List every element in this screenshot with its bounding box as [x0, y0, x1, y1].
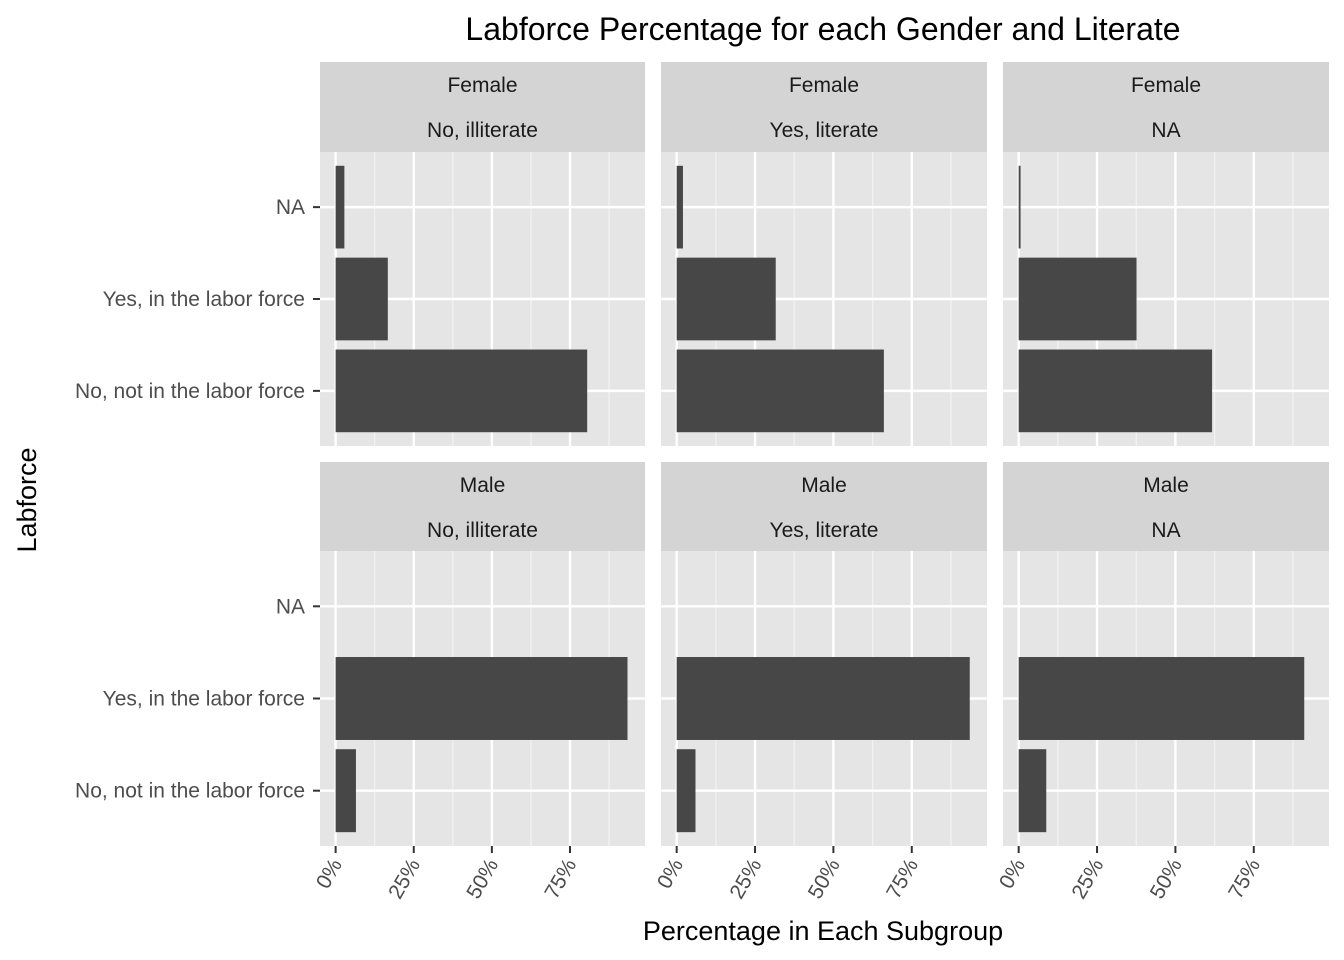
- x-axis: 0% 25% 50% 75% 0% 25% 50% 75% 0% 25% 50% 75%: [312, 846, 1265, 903]
- x-tick-label: 25%: [384, 855, 425, 903]
- bar: [676, 749, 696, 833]
- x-tick-label: 75%: [540, 855, 581, 903]
- y-tick-label: NA: [276, 196, 305, 219]
- y-tick-label: Yes, in the labor force: [103, 688, 305, 711]
- facet-strip: [1003, 62, 1329, 152]
- x-tick-label: 0%: [995, 855, 1030, 893]
- x-tick-label: 50%: [462, 855, 503, 903]
- facet-panel: Male No, illiterate: [320, 462, 645, 846]
- facet-col-label: No, illiterate: [427, 119, 538, 142]
- x-tick-label: 25%: [1067, 855, 1108, 903]
- facet-col-label: NA: [1151, 519, 1180, 542]
- bar: [1018, 257, 1137, 341]
- facet-col-label: Yes, literate: [770, 119, 879, 142]
- y-axis: No, not in the labor force Yes, in the la…: [75, 196, 320, 803]
- bar: [335, 165, 345, 249]
- facet-col-label: No, illiterate: [427, 519, 538, 542]
- bar: [335, 749, 356, 833]
- facet-row-label: Female: [447, 74, 517, 97]
- bar: [1018, 349, 1213, 433]
- bar: [335, 257, 388, 341]
- facet-row-label: Female: [789, 74, 859, 97]
- facet-strip: [320, 462, 645, 551]
- facet-panel: Male Yes, literate: [661, 462, 987, 846]
- chart-title: Labforce Percentage for each Gender and …: [465, 11, 1180, 47]
- bar: [1018, 165, 1021, 249]
- x-tick-label: 75%: [882, 855, 923, 903]
- bar: [676, 657, 970, 740]
- x-tick-label: 50%: [1146, 855, 1187, 903]
- bar: [335, 349, 588, 433]
- y-tick-label: Yes, in the labor force: [103, 288, 305, 311]
- facet-row-label: Female: [1131, 74, 1201, 97]
- x-tick-label: 0%: [312, 855, 347, 893]
- facet-panel: Male NA: [1003, 462, 1329, 846]
- facet-panel: Female No, illiterate: [320, 62, 645, 446]
- facet-panel: Female Yes, literate: [661, 62, 987, 446]
- bar: [335, 657, 628, 740]
- y-tick-label: NA: [276, 595, 305, 618]
- y-axis-title: Labforce: [12, 447, 42, 552]
- bar: [1018, 657, 1305, 740]
- x-tick-label: 0%: [653, 855, 688, 893]
- facet-row-label: Male: [801, 474, 847, 497]
- bar: [676, 349, 884, 433]
- bar: [676, 165, 683, 249]
- facet-panel: Female NA: [1003, 62, 1329, 446]
- y-tick-label: No, not in the labor force: [75, 780, 305, 803]
- x-axis-title: Percentage in Each Subgroup: [643, 916, 1003, 946]
- facet-strip: [661, 462, 987, 551]
- x-tick-label: 50%: [804, 855, 845, 903]
- facet-col-label: Yes, literate: [770, 519, 879, 542]
- y-tick-label: No, not in the labor force: [75, 380, 305, 403]
- x-tick-label: 25%: [725, 855, 766, 903]
- facet-strip: [661, 62, 987, 152]
- x-tick-label: 75%: [1224, 855, 1265, 903]
- bar: [1018, 749, 1047, 833]
- facet-strip: [1003, 462, 1329, 551]
- facet-row-label: Male: [460, 474, 506, 497]
- bar: [676, 257, 776, 341]
- facet-strip: [320, 62, 645, 152]
- facet-col-label: NA: [1151, 119, 1180, 142]
- facet-row-label: Male: [1143, 474, 1189, 497]
